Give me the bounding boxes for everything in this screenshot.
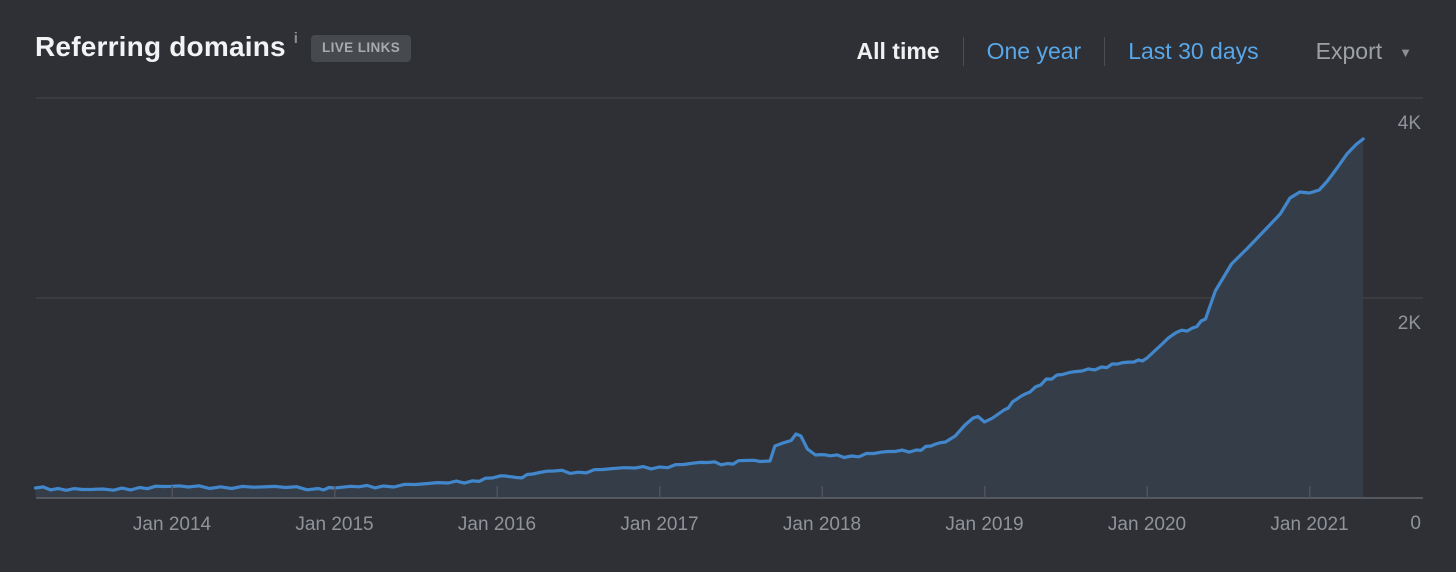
- time-range-controls: All time One year Last 30 days Export ▼: [857, 35, 1412, 67]
- x-axis-label: Jan 2015: [295, 514, 373, 535]
- tab-one-year[interactable]: One year: [986, 37, 1082, 64]
- separator: [962, 36, 964, 66]
- chart-header: Referring domains i LIVE LINKS: [35, 28, 412, 66]
- x-axis-label: Jan 2017: [620, 514, 698, 535]
- trend-line: [33, 137, 1365, 492]
- x-axis-label: Jan 2018: [783, 514, 861, 535]
- x-axis-label: Jan 2020: [1108, 514, 1186, 535]
- tab-last-30-days[interactable]: Last 30 days: [1128, 37, 1259, 64]
- gridlines: [36, 97, 1423, 299]
- x-axis-labels: Jan 2014 Jan 2015 Jan 2016 Jan 2017 Jan 2018…: [133, 514, 1349, 535]
- y-axis-labels: 4K 2K 0: [1398, 113, 1422, 534]
- page-title: Referring domains: [35, 31, 286, 62]
- x-axis-label: Jan 2019: [945, 514, 1023, 535]
- info-icon[interactable]: i: [293, 30, 298, 47]
- live-links-badge: LIVE LINKS: [310, 35, 412, 62]
- export-label: Export: [1315, 37, 1383, 64]
- x-axis-ticks: [171, 486, 1311, 498]
- separator: [1104, 36, 1106, 66]
- y-axis-label: 4K: [1398, 113, 1422, 134]
- y-axis-label: 0: [1410, 513, 1421, 534]
- tab-all-time[interactable]: All time: [856, 37, 940, 64]
- y-axis-label: 2K: [1398, 313, 1422, 334]
- chevron-down-icon: ▼: [1399, 44, 1412, 60]
- x-axis-label: Jan 2014: [133, 514, 212, 535]
- x-axis-label: Jan 2016: [458, 514, 536, 535]
- export-button[interactable]: Export ▼: [1316, 38, 1412, 65]
- area-fill: [35, 139, 1364, 498]
- x-axis-label: Jan 2021: [1270, 514, 1348, 535]
